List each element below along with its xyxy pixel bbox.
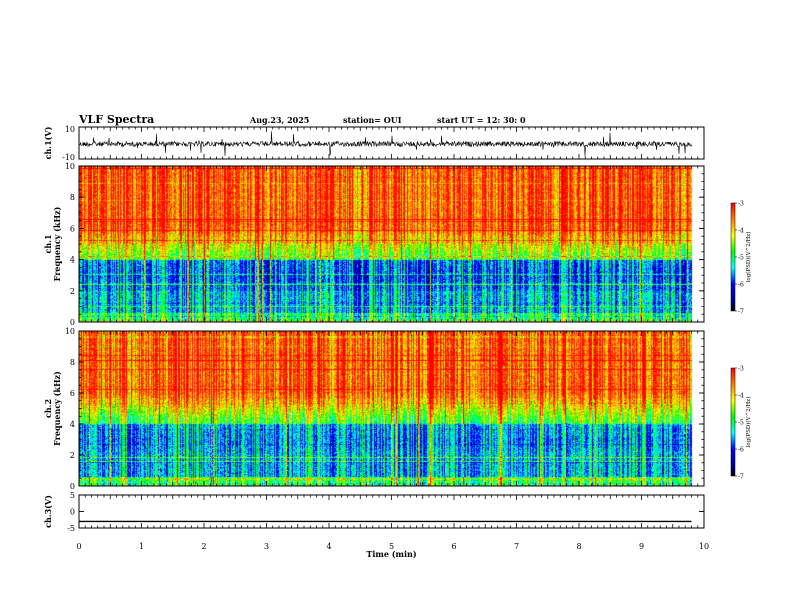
ch1-spec-ylabel: ch.1 Frequency (kHz) bbox=[43, 206, 62, 281]
ch1-colorbar bbox=[730, 202, 736, 312]
x-tick-label: 8 bbox=[576, 542, 581, 551]
ch3-wave-ytick-label: 5 bbox=[70, 491, 75, 500]
x-tick-label: 7 bbox=[514, 542, 519, 551]
ch1-colorbar-tick-label: -5 bbox=[738, 255, 744, 262]
ch2-colorbar-label: log(PSD)(V^2/Hz) bbox=[745, 397, 752, 448]
spectrogram-image-ch1 bbox=[79, 166, 704, 322]
ch2-spec-ytick-label: 2 bbox=[70, 451, 75, 460]
spectrogram-image-ch2 bbox=[79, 331, 704, 486]
ch1-colorbar-tick-label: -7 bbox=[738, 309, 744, 316]
ch1-spec-ytick-label: 6 bbox=[70, 224, 75, 233]
ch2-colorbar-tick-label: -7 bbox=[738, 474, 744, 481]
ch2-spec-ylabel-line: ch.2 bbox=[43, 399, 53, 418]
ch1-spec-ylabel-line: ch.1 bbox=[43, 234, 53, 253]
ch2-spec-ytick-label: 10 bbox=[65, 327, 75, 336]
ch1-spec-ytick-label: 2 bbox=[70, 287, 75, 296]
ch1-wave-ylabel-line: ch.1(V) bbox=[43, 126, 53, 159]
ch1-colorbar-tick-label: -6 bbox=[738, 282, 744, 289]
x-tick-label: 5 bbox=[389, 542, 394, 551]
x-tick-label: 1 bbox=[139, 542, 144, 551]
x-tick-label: 9 bbox=[639, 542, 644, 551]
x-axis-label: Time (min) bbox=[366, 549, 416, 559]
ch1-spec-ytick-label: 8 bbox=[70, 193, 75, 202]
ch2-spec-ylabel: ch.2 Frequency (kHz) bbox=[43, 371, 62, 446]
ch2-spec-ylabel-line: Frequency (kHz) bbox=[52, 371, 62, 446]
ch3-wave-ylabel-line: ch.3(V) bbox=[43, 495, 53, 528]
date-label: Aug.23, 2025 bbox=[250, 115, 310, 125]
ch2-spec-ytick-label: 6 bbox=[70, 389, 75, 398]
ch2-spec-ytick-label: 0 bbox=[70, 482, 75, 491]
x-tick-label: 6 bbox=[451, 542, 456, 551]
ch1-spec-ytick-label: 0 bbox=[70, 318, 75, 327]
ch3-wave-ytick-label: -5 bbox=[67, 524, 75, 533]
ch1-wave-ytick-label: -10 bbox=[62, 153, 75, 162]
ch1-spec-ylabel-line: Frequency (kHz) bbox=[52, 206, 62, 281]
station-label: station= OUI bbox=[343, 115, 402, 125]
x-tick-label: 10 bbox=[699, 542, 709, 551]
x-tick-label: 4 bbox=[326, 542, 331, 551]
ch2-colorbar-tick-label: -5 bbox=[738, 420, 744, 427]
ch1-waveform-line bbox=[78, 131, 692, 157]
ch1-spec-ytick-label: 10 bbox=[65, 162, 75, 171]
ch2-spec-ytick-label: 4 bbox=[70, 420, 75, 429]
chart-title: VLF Spectra bbox=[79, 113, 155, 126]
ch3-wave-ytick-label: 0 bbox=[70, 508, 75, 517]
ch2-spec-ytick-label: 8 bbox=[70, 358, 75, 367]
ch1-wave-ytick-label: 10 bbox=[65, 125, 75, 134]
ch2-colorbar-tick-label: -4 bbox=[738, 393, 744, 400]
ch1-spec-ytick-label: 4 bbox=[70, 256, 75, 265]
ch1-colorbar-tick-label: -4 bbox=[738, 228, 744, 235]
ch2-colorbar-tick-label: -6 bbox=[738, 447, 744, 454]
x-tick-label: 0 bbox=[76, 542, 81, 551]
x-tick-label: 2 bbox=[201, 542, 206, 551]
ch2-colorbar bbox=[730, 367, 736, 477]
ch3-wave-ylabel: ch.3(V) bbox=[43, 495, 53, 528]
ch1-colorbar-label: log(PSD)(V^2/Hz) bbox=[745, 232, 752, 283]
ch1-colorbar-tick-label: -3 bbox=[738, 201, 744, 208]
ch2-colorbar-tick-label: -3 bbox=[738, 366, 744, 373]
ch1-colorbar-label-text: log(PSD)(V^2/Hz) bbox=[745, 232, 752, 283]
ch1-wave-ylabel: ch.1(V) bbox=[43, 126, 53, 159]
start-time-label: start UT = 12: 30: 0 bbox=[437, 115, 526, 125]
ch2-colorbar-label-text: log(PSD)(V^2/Hz) bbox=[745, 397, 752, 448]
x-tick-label: 3 bbox=[264, 542, 269, 551]
